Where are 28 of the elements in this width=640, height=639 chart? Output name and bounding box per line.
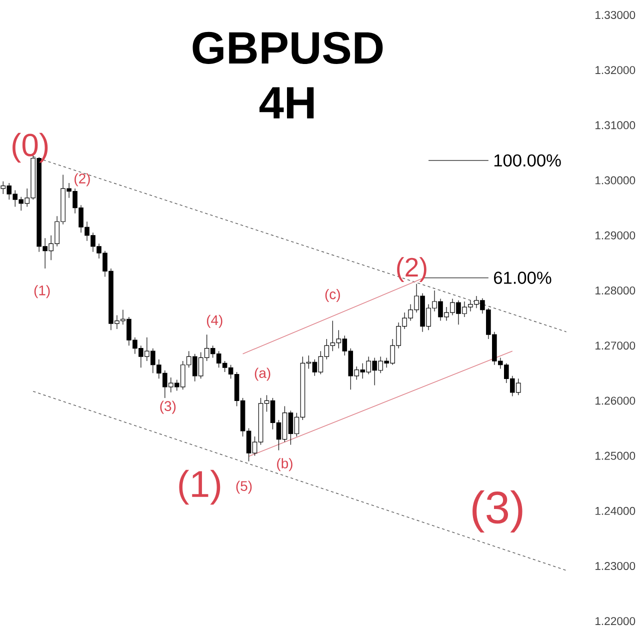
chart-title: GBPUSD [192,32,383,64]
y-tick-label: 1.33000 [596,10,636,19]
annotation: (2) [397,257,426,282]
y-tick-label: 1.23000 [596,562,636,570]
text: 4H [259,87,314,118]
y-tick-label: 1.32000 [596,66,636,74]
annotation: (c) [325,288,340,302]
annotation: (3) [472,490,522,533]
series-label: 100.00% [494,154,561,167]
annotation: (3) [160,400,176,414]
y-tick-label: 1.26000 [596,396,636,405]
annotation: (a) [254,368,270,381]
annotation: (1) [34,285,50,298]
y-tick-label: 1.30000 [596,176,636,184]
y-tick-label: 1.22000 [596,617,636,626]
annotation: (1) [179,470,220,505]
y-tick-label: 1.24000 [596,506,636,515]
y-tick-label: 1.31000 [596,121,636,130]
annotation: (b) [277,458,292,472]
y-tick-label: 1.25000 [596,452,636,460]
y-tick-label: 1.27000 [596,342,636,350]
annotation: (2) [74,173,90,186]
series-label: 61.00% [494,272,552,284]
annotation: (5) [236,480,252,494]
annotation: (4) [206,314,222,328]
annotation: (0) [12,132,48,163]
y-tick-label: 1.29000 [596,231,636,240]
y-tick-label: 1.28000 [596,286,636,294]
